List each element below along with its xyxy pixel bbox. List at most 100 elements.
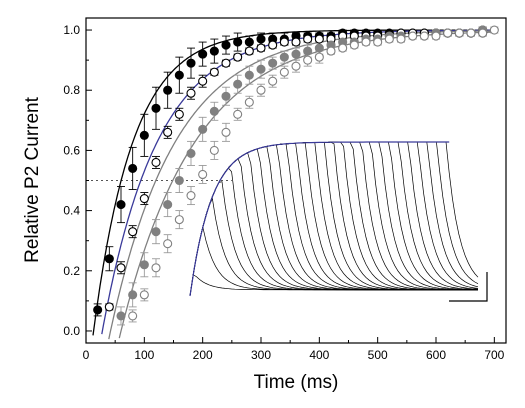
data-point [279,37,289,47]
data-point [279,67,289,77]
data-point [419,31,429,41]
data-point [116,263,126,273]
data-point [163,239,173,249]
data-point [163,127,173,137]
data-point [151,103,161,113]
y-tick-label: 0.8 [63,83,80,97]
x-tick-label: 0 [83,348,90,362]
data-point [128,163,138,174]
data-point [314,52,324,62]
data-point [233,52,243,62]
inset-envelope-fit [189,141,450,297]
data-point [279,52,289,62]
data-point [221,91,231,101]
data-point [244,70,254,80]
data-point [233,109,243,119]
y-tick-label: 0.0 [63,324,80,338]
y-tick-label: 1.0 [63,23,80,37]
data-point [373,37,383,47]
data-point [128,290,138,300]
data-point [139,290,149,300]
data-point [174,175,184,186]
data-point [128,311,138,321]
data-point [384,34,394,44]
data-point [174,70,184,80]
data-point [186,148,196,158]
fit-curve [118,31,494,339]
data-point [221,58,231,68]
data-point [478,28,488,38]
axis-ticks: 0 100 200 300 400 500 600 700 0.0 0.2 0.4 0.6 0.8 1.0 [63,23,504,362]
inset-trace [189,148,478,297]
x-tick-label: 700 [484,348,504,362]
data-point [256,85,266,95]
data-point [221,127,231,137]
data-point [244,46,254,56]
data-point [128,227,138,237]
data-point [303,34,313,44]
data-point [256,43,266,53]
error-bars [93,26,499,326]
y-axis-title: Relative P2 Current [22,96,43,263]
data-point [139,130,149,140]
data-point [303,46,313,56]
data-point [104,302,114,312]
data-point [151,157,161,167]
data-point [361,37,371,47]
data-point [198,124,208,134]
data-point [408,31,418,41]
data-point [93,305,103,315]
x-tick-label: 200 [193,348,213,362]
data-point [314,43,324,53]
data-point [139,194,149,204]
data-point [233,37,243,47]
y-tick-label: 0.6 [63,143,80,157]
data-point [256,34,266,44]
data-point [396,34,406,44]
data-point [198,49,208,59]
data-point [268,58,278,68]
data-point [454,28,464,38]
data-point [466,28,476,38]
data-point [291,49,301,59]
data-point [489,25,499,35]
data-point [163,85,173,95]
y-tick-label: 0.2 [63,264,80,278]
data-point [268,76,278,86]
data-point [186,190,196,201]
data-point [163,200,173,210]
data-point [151,263,161,273]
x-tick-label: 500 [368,348,388,362]
data-point [291,61,301,71]
data-point [186,88,196,98]
y-tick-label: 0.4 [63,204,80,218]
data-point [244,97,254,107]
fit-curve [108,30,494,340]
data-points [93,25,499,321]
data-point [349,40,359,50]
inset-current-traces [189,141,488,302]
data-point [233,79,243,89]
data-point [443,28,453,38]
x-axis-title: Time (ms) [254,372,339,393]
data-point [244,37,254,47]
data-point [221,40,231,50]
inset-trace [189,181,478,297]
data-point [209,106,219,116]
data-point [256,64,266,74]
data-point [209,67,219,77]
data-point [174,215,184,225]
x-tick-label: 400 [309,348,329,362]
x-tick-label: 600 [426,348,446,362]
data-point [174,109,184,119]
data-point [209,46,219,56]
data-point [116,311,126,321]
data-point [104,254,114,264]
data-point [198,76,208,86]
fit-curves [92,29,494,340]
data-point [209,145,219,155]
data-point [291,37,301,47]
data-point [186,58,196,68]
x-tick-label: 300 [251,348,271,362]
